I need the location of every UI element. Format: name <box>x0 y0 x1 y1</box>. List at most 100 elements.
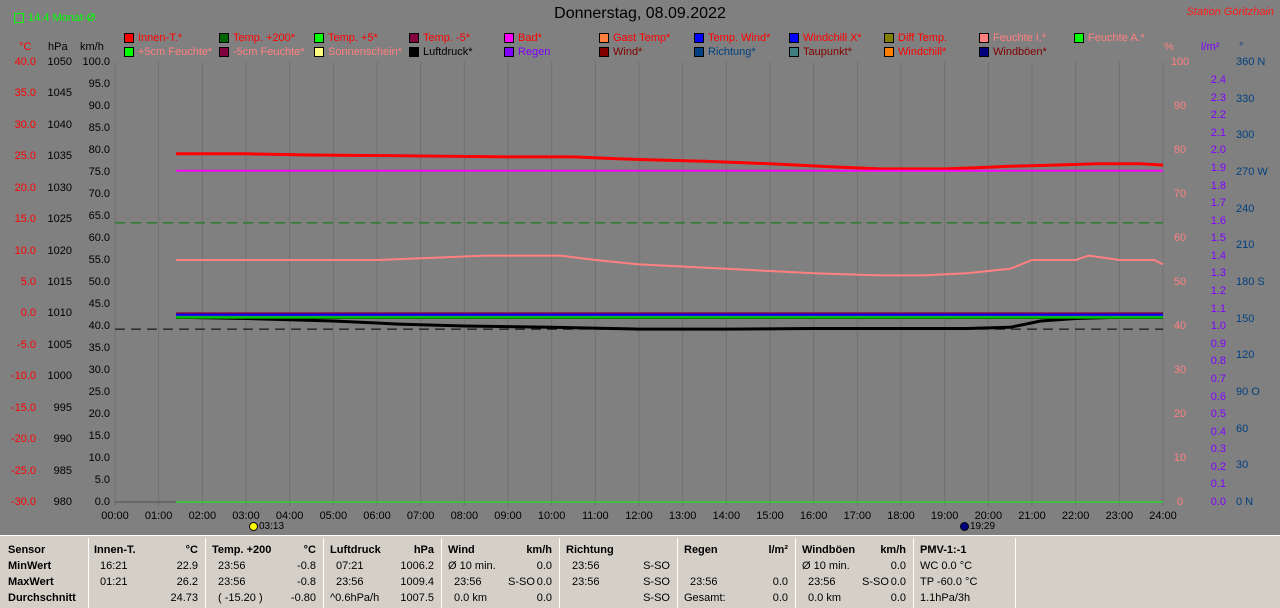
time-tick-label: 20:00 <box>974 510 1003 522</box>
direction-tick-label: 30 <box>1236 459 1249 472</box>
time-tick-label: 16:00 <box>799 510 828 522</box>
temp-tick-label: 10.0 <box>14 244 36 257</box>
legend-item[interactable]: Windchill* <box>884 45 946 59</box>
richtung-max-value: S-SO <box>643 576 670 588</box>
time-tick-label: 05:00 <box>319 510 348 522</box>
legend-swatch <box>409 33 419 43</box>
speed-axis-unit: km/h <box>80 41 104 53</box>
humidity-tick-label: 90 <box>1173 100 1187 112</box>
legend-item[interactable]: Windchill X* <box>789 31 862 45</box>
pmv-line-2: TP -60.0 °C <box>920 576 978 588</box>
sunrise-marker: 03:13 <box>249 521 284 532</box>
temp-tick-label: 35.0 <box>14 87 36 100</box>
legend-item[interactable]: Richtung* <box>694 45 756 59</box>
time-tick-label: 09:00 <box>494 510 522 522</box>
speed-tick-label: 10.0 <box>88 452 110 464</box>
checkbox-icon <box>14 13 24 23</box>
legend-item[interactable]: Taupunkt* <box>789 45 852 59</box>
temp-tick-label: 30.0 <box>14 118 36 131</box>
legend-item[interactable]: Feuchte I.* <box>979 31 1046 45</box>
legend-item[interactable]: Bad* <box>504 31 542 45</box>
humidity-tick-label: 40 <box>1173 320 1187 332</box>
time-tick-label: 15:00 <box>756 510 784 522</box>
legend-item[interactable]: Luftdruck* <box>409 45 473 59</box>
legend-item[interactable]: Feuchte A.* <box>1074 31 1145 45</box>
speed-tick-label: 60.0 <box>88 232 110 244</box>
innen-header: Innen-T. <box>94 544 136 556</box>
monthly-average-indicator: 14.4 Monat-Ø <box>14 12 95 24</box>
column-divider <box>323 538 324 608</box>
column-divider <box>913 538 914 608</box>
direction-tick-label: 150 <box>1236 312 1255 325</box>
series-line <box>176 152 1164 171</box>
station-name: Station Göritzhain <box>1186 6 1274 18</box>
temp200-min-time: 23:56 <box>218 560 246 572</box>
temp-tick-label: -30.0 <box>10 496 36 508</box>
luftdruck-trend: ^0.6hPa/h <box>330 592 380 604</box>
legend-item[interactable]: +5cm Feuchte* <box>124 45 212 59</box>
legend-item[interactable]: Temp. +5* <box>314 31 378 45</box>
windboeen-min-value: 0.0 <box>890 560 906 572</box>
legend-swatch <box>884 33 894 43</box>
legend-label: Temp. +200* <box>233 32 296 44</box>
richtung-header: Richtung <box>566 544 614 556</box>
legend-item[interactable]: Gast Temp* <box>599 31 670 45</box>
pressure-tick-label: 1040 <box>47 118 72 131</box>
legend-item[interactable]: Temp. Wind* <box>694 31 770 45</box>
pressure-tick-label: 995 <box>53 401 72 414</box>
direction-tick-label: 330 <box>1236 92 1255 105</box>
direction-tick-label: 210 <box>1236 239 1255 252</box>
direction-tick-label: 360 N <box>1236 56 1266 68</box>
humidity-axis-unit: % <box>1164 41 1174 53</box>
humidity-tick-label: 60 <box>1173 232 1187 244</box>
innen-max-value: 26.2 <box>176 576 198 588</box>
temp200-avg-value: -0.80 <box>290 592 316 604</box>
time-tick-label: 23:00 <box>1105 510 1134 522</box>
pressure-tick-label: 985 <box>53 464 72 477</box>
legend-swatch <box>504 33 514 43</box>
temp200-min-value: -0.8 <box>297 560 316 572</box>
time-tick-label: 17:00 <box>843 510 872 522</box>
legend-item[interactable]: Sonnenschein* <box>314 45 402 59</box>
rain-tick-label: 1.5 <box>1210 232 1226 245</box>
column-divider <box>559 538 560 608</box>
legend-item[interactable]: Temp. +200* <box>219 31 295 45</box>
speed-tick-label: 45.0 <box>88 298 110 310</box>
speed-tick-label: 15.0 <box>88 430 110 442</box>
pressure-tick-label: 1025 <box>47 213 72 226</box>
legend-label: Taupunkt* <box>803 46 852 58</box>
direction-tick-label: 180 S <box>1236 276 1265 288</box>
sunrise-time: 03:13 <box>259 521 285 532</box>
time-tick-label: 00:00 <box>101 510 129 522</box>
sunrise-icon <box>249 522 258 531</box>
legend-item[interactable]: Diff Temp. <box>884 31 947 45</box>
temp200-max-time: 23:56 <box>218 576 246 588</box>
legend-item[interactable]: Wind* <box>599 45 642 59</box>
legend-swatch <box>409 47 419 57</box>
time-tick-label: 03:00 <box>232 510 260 522</box>
humidity-tick-label: 20 <box>1173 408 1187 420</box>
rain-tick-label: 0.0 <box>1210 496 1226 508</box>
legend-item[interactable]: Innen-T.* <box>124 31 182 45</box>
direction-tick-label: 120 <box>1236 349 1255 362</box>
windboeen-distance: 0.0 km <box>808 592 842 604</box>
legend-label: Temp. -5* <box>423 32 471 44</box>
temp-tick-label: -5.0 <box>17 338 36 351</box>
legend-swatch <box>599 33 609 43</box>
direction-tick-label: 0 N <box>1236 496 1254 508</box>
column-divider <box>677 538 678 608</box>
legend-item[interactable]: -5cm Feuchte* <box>219 45 305 59</box>
pressure-tick-label: 1015 <box>47 276 72 288</box>
legend-item[interactable]: Regen <box>504 45 550 59</box>
time-tick-label: 08:00 <box>450 510 479 522</box>
legend-item[interactable]: Temp. -5* <box>409 31 470 45</box>
column-divider <box>441 538 442 608</box>
rain-tick-label: 1.2 <box>1210 285 1226 297</box>
legend-label: Diff Temp. <box>898 32 948 44</box>
speed-tick-label: 75.0 <box>88 166 110 178</box>
legend-label: Wind* <box>613 46 643 58</box>
temp-tick-label: -15.0 <box>10 401 36 414</box>
regen-max-time: 23:56 <box>690 576 718 588</box>
time-tick-label: 02:00 <box>188 510 217 522</box>
legend-item[interactable]: Windböen* <box>979 45 1047 59</box>
